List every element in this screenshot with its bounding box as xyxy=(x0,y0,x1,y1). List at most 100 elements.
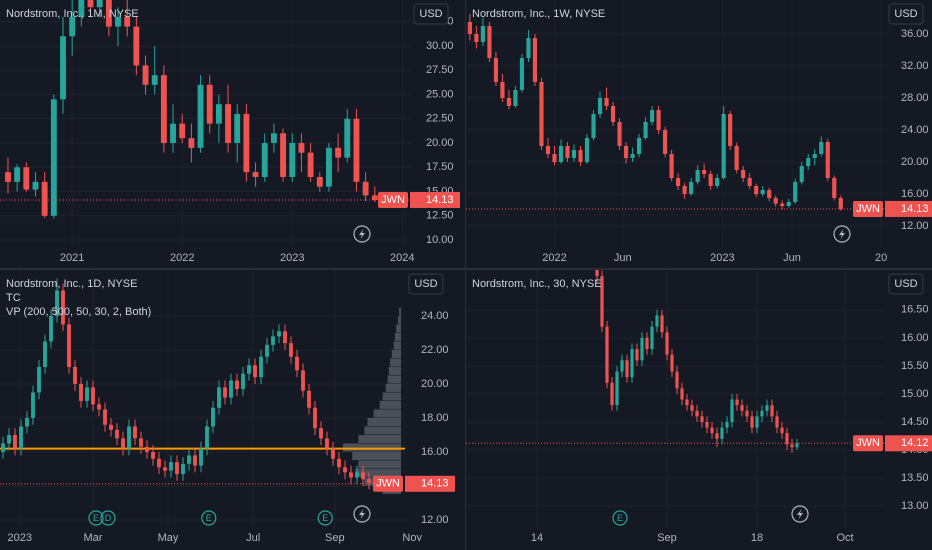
event-label[interactable]: E xyxy=(206,513,212,523)
currency-button[interactable] xyxy=(408,273,444,295)
currency-button[interactable] xyxy=(413,3,449,25)
volume-profile-bar xyxy=(352,451,401,460)
currency-button[interactable] xyxy=(888,273,924,295)
currency-button[interactable] xyxy=(888,3,924,25)
candle-body xyxy=(665,332,669,355)
candle-body xyxy=(708,174,713,186)
price-badge xyxy=(885,200,932,217)
candle-body xyxy=(41,181,48,216)
x-tick-label: 2023 xyxy=(710,252,734,264)
currency-label[interactable]: USD xyxy=(894,278,917,290)
candle-body xyxy=(690,405,694,411)
x-tick-label: Jun xyxy=(614,252,632,264)
candle-body xyxy=(565,146,570,158)
candle-body xyxy=(617,122,622,146)
candle-body xyxy=(67,324,71,367)
candle-body xyxy=(163,467,167,471)
candle-body xyxy=(838,198,843,209)
candle-body xyxy=(316,176,323,187)
candle-body xyxy=(211,407,215,427)
candle-body xyxy=(188,138,195,148)
lightning-icon xyxy=(833,225,851,243)
event-label[interactable]: E xyxy=(93,513,99,523)
event-label[interactable]: E xyxy=(617,513,623,523)
chart-title: Nordstrom, Inc., 30, NYSE xyxy=(472,278,602,290)
candle-body xyxy=(670,354,674,372)
candle-body xyxy=(604,98,609,106)
candle-body xyxy=(640,337,644,361)
candle-body xyxy=(133,26,140,66)
candle-body xyxy=(252,172,259,177)
y-tick-label: 36.00 xyxy=(901,28,929,40)
candle-body xyxy=(96,0,103,8)
candle-body xyxy=(142,65,149,85)
candle-body xyxy=(215,104,222,124)
candle-body xyxy=(225,104,231,144)
candle-body xyxy=(326,147,332,187)
candle-body xyxy=(685,399,689,406)
x-tick-label: Sep xyxy=(325,532,345,544)
volume-profile-bar xyxy=(343,443,401,452)
chart-panel: 12.0014.0016.0018.0020.0022.0024.002023M… xyxy=(0,270,455,544)
price-badge xyxy=(410,191,460,208)
lightning-icon xyxy=(353,225,371,243)
event-icon[interactable] xyxy=(100,510,116,526)
candle-body xyxy=(223,387,227,398)
candle-body xyxy=(60,36,66,100)
candle-body xyxy=(270,133,277,144)
x-tick-label: 14 xyxy=(531,532,543,544)
candle-body xyxy=(767,190,772,198)
candle-body xyxy=(234,113,241,144)
volume-profile-bar xyxy=(355,468,401,477)
candle-body xyxy=(115,429,119,439)
candle-body xyxy=(730,399,734,422)
event-icon[interactable] xyxy=(317,510,333,526)
currency-label[interactable]: USD xyxy=(419,8,442,20)
event-icon[interactable] xyxy=(201,510,217,526)
candle-body xyxy=(513,90,518,106)
volume-profile-bar xyxy=(388,366,401,375)
candle-body xyxy=(467,22,472,34)
candle-body xyxy=(115,16,121,27)
candle-body xyxy=(49,315,53,342)
y-tick-label: 22.00 xyxy=(421,344,449,356)
candle-body xyxy=(645,337,649,350)
candle-body xyxy=(298,143,305,153)
candle-body xyxy=(133,426,137,439)
candle-body xyxy=(775,416,779,428)
candle-body xyxy=(669,154,674,178)
x-tick-label: 2023 xyxy=(280,252,304,264)
candle-body xyxy=(169,462,173,471)
candle-body xyxy=(660,315,664,333)
candle-body xyxy=(124,16,131,27)
event-label[interactable]: D xyxy=(105,513,112,523)
event-icon[interactable] xyxy=(88,510,104,526)
x-tick-label: 2023 xyxy=(8,532,32,544)
symbol-label: JWN xyxy=(856,437,880,449)
candle-body xyxy=(5,172,11,182)
event-icon[interactable] xyxy=(612,510,628,526)
candle-body xyxy=(552,154,557,162)
y-tick-label: 12.00 xyxy=(901,220,929,232)
candle-body xyxy=(32,181,39,190)
separator xyxy=(0,268,932,270)
candle-body xyxy=(151,451,155,459)
candle-body xyxy=(480,26,485,42)
candle-body xyxy=(313,407,317,429)
candle-body xyxy=(649,110,655,122)
currency-label[interactable]: USD xyxy=(894,8,917,20)
currency-label[interactable]: USD xyxy=(414,278,437,290)
candle-body xyxy=(790,444,794,448)
price-label: 14.13 xyxy=(426,194,454,206)
candle-body xyxy=(7,434,11,444)
candle-body xyxy=(23,167,30,190)
candle-body xyxy=(747,178,752,186)
candle-body xyxy=(1,443,5,452)
candle-body xyxy=(819,142,824,154)
price-badge xyxy=(885,435,932,452)
event-label[interactable]: E xyxy=(322,513,328,523)
y-tick-label: 28.00 xyxy=(901,92,929,104)
candle-body xyxy=(734,146,739,170)
symbol-badge xyxy=(853,435,883,452)
candle-body xyxy=(785,433,789,445)
